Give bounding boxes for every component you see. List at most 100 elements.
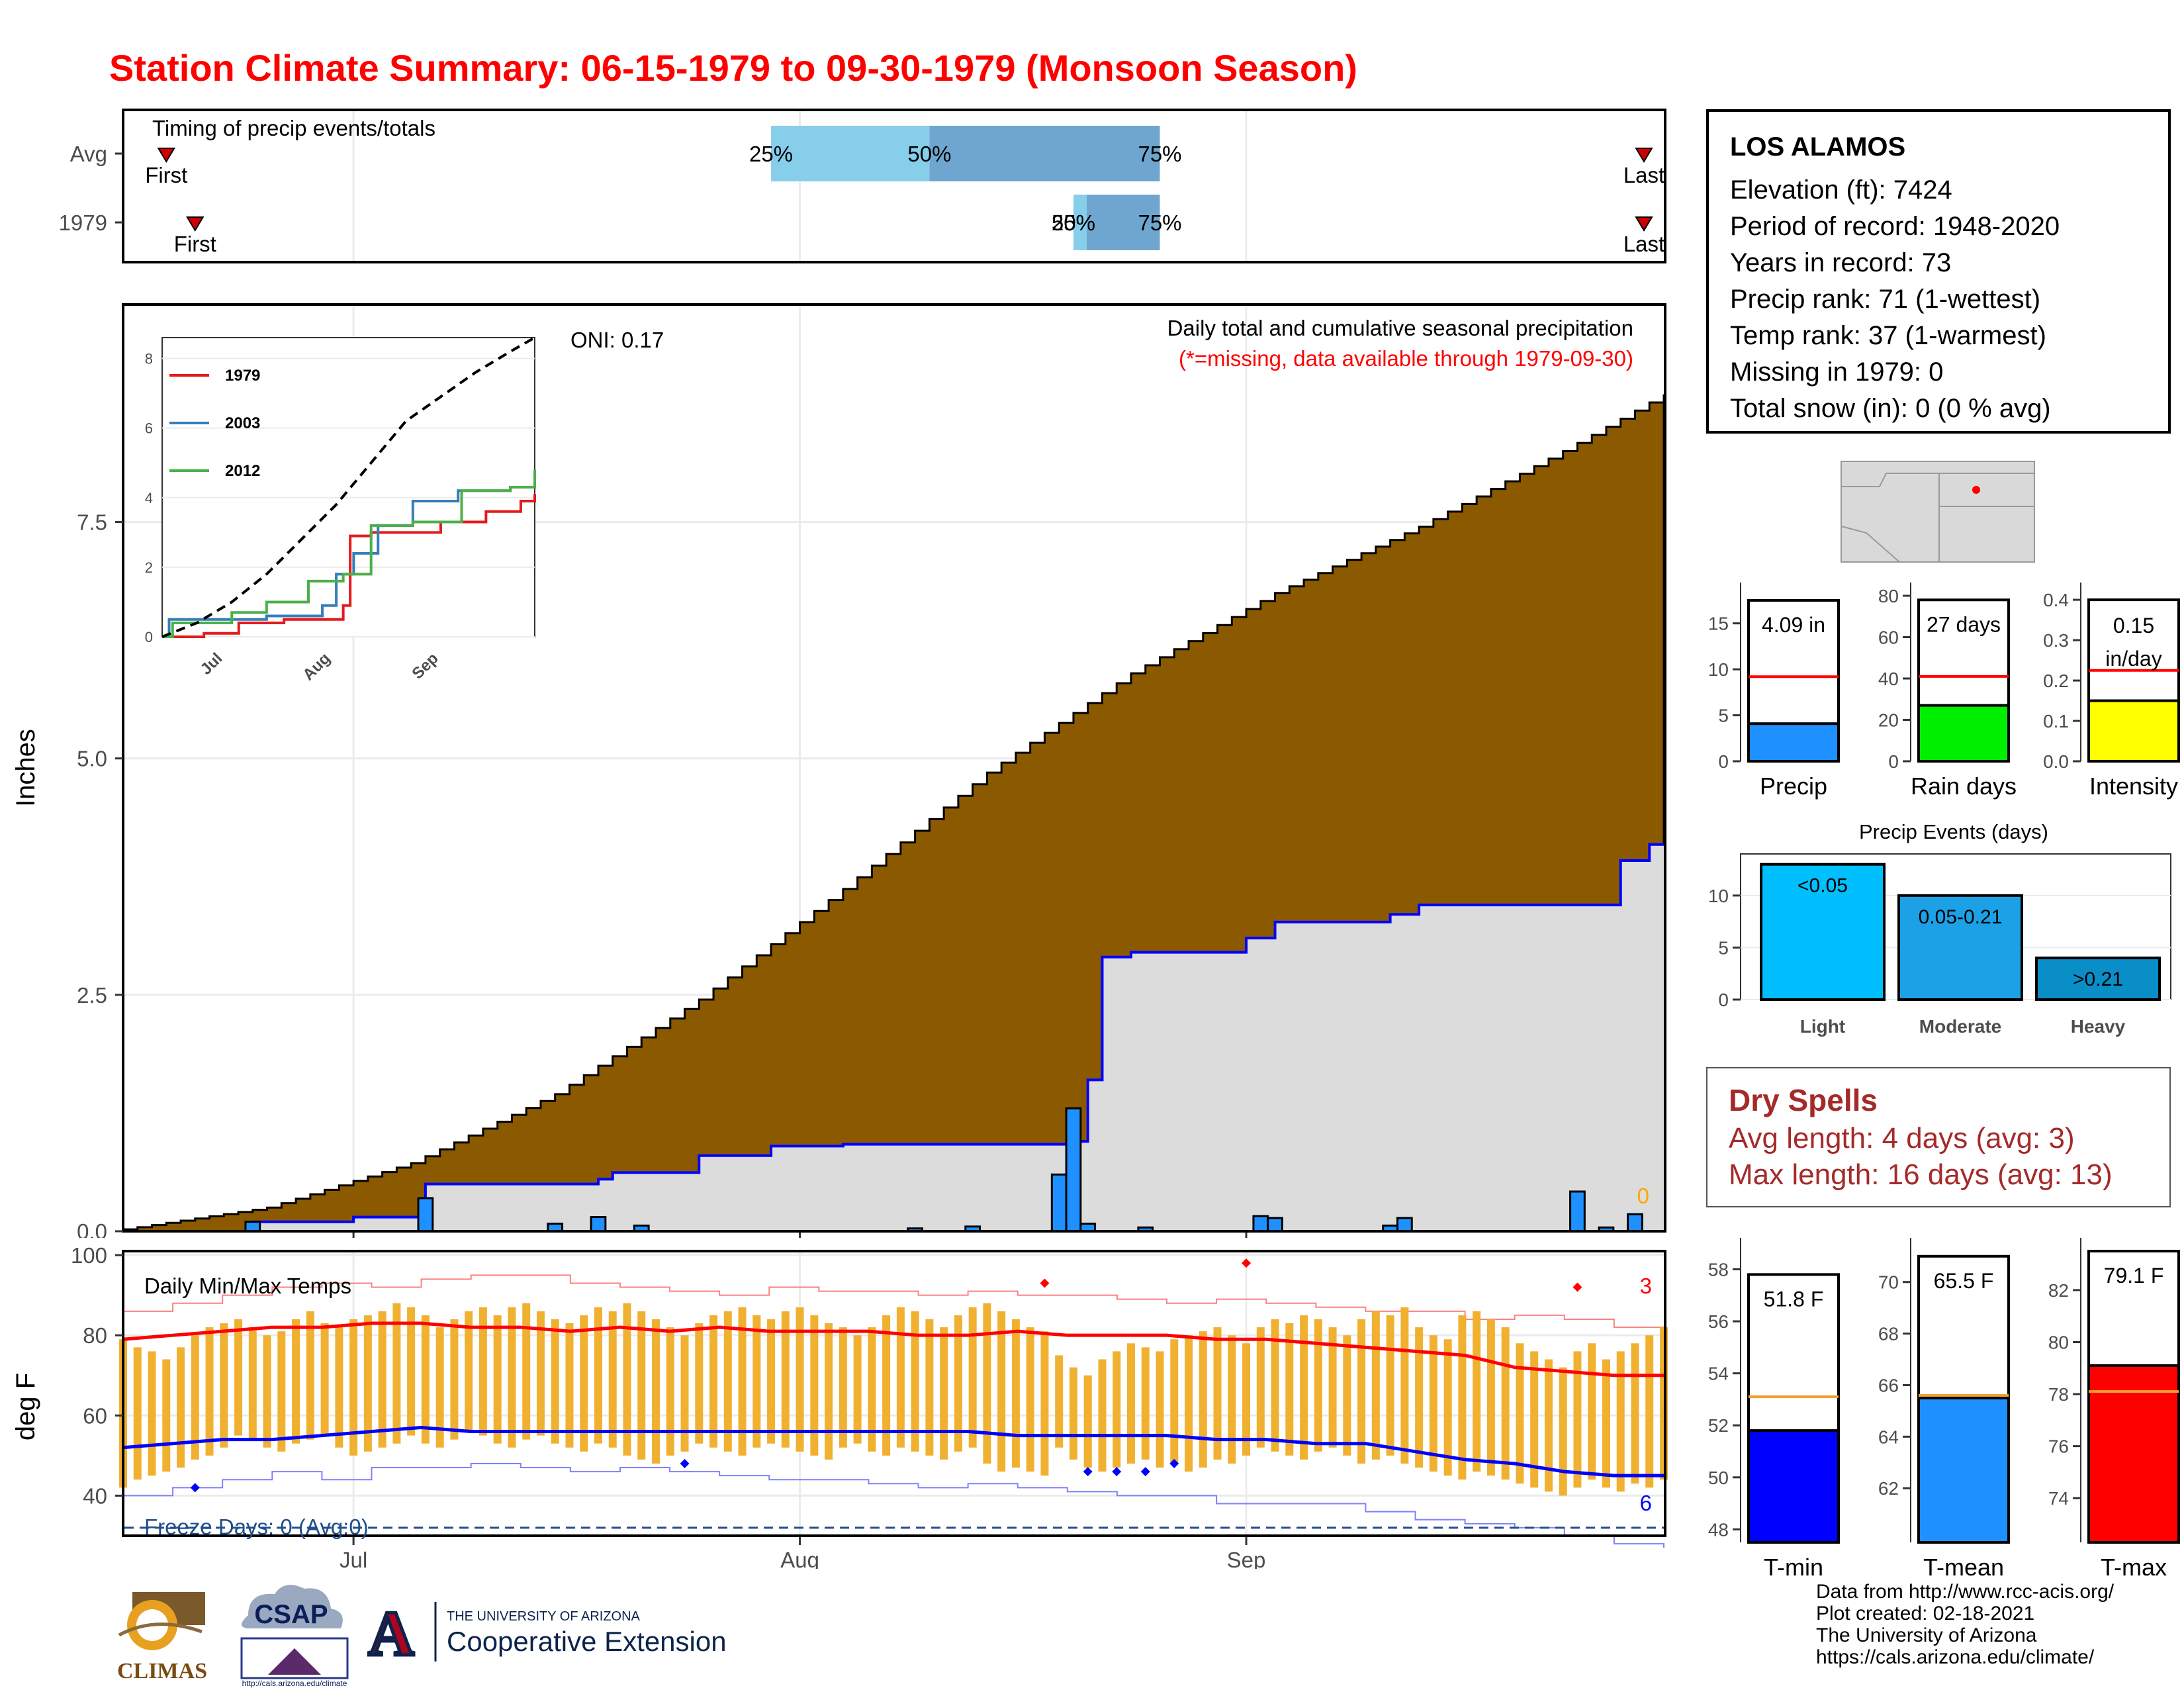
timing-label-50: 50% [907, 142, 951, 166]
daily-temp-bar [1026, 1327, 1034, 1472]
daily-precip-bar [1252, 1215, 1269, 1233]
main-ylabel: Inches [11, 729, 40, 807]
record-high-marker [1040, 1278, 1050, 1288]
daily-temp-bar [1213, 1327, 1222, 1460]
daily-temp-bar [1415, 1327, 1424, 1468]
daily-temp-bar [738, 1307, 747, 1456]
daily-temp-bar [896, 1307, 905, 1448]
summary-0-ytick-label: 5 [1718, 706, 1729, 726]
daily-temp-bar [522, 1303, 531, 1440]
daily-temp-bar [1314, 1319, 1322, 1452]
main-chart-subtitle: (*=missing, data available through 1979-… [1179, 346, 1633, 371]
station-precip-rank: Precip rank: 71 (1-wettest) [1730, 285, 2041, 314]
daily-temp-bar [1098, 1359, 1107, 1472]
daily-temp-bar [1141, 1347, 1150, 1460]
daily-temp-bar [1228, 1335, 1236, 1464]
daily-precip-bar [1267, 1217, 1283, 1233]
timing-first-marker [186, 216, 205, 232]
daily-temp-bar [723, 1311, 732, 1452]
daily-precip-bar [1396, 1217, 1413, 1233]
temp-chart-title: Daily Min/Max Temps [144, 1274, 351, 1298]
tsum-1-ytick-label: 66 [1878, 1375, 1899, 1395]
daily-temp-bar [1516, 1343, 1524, 1484]
daily-temp-bar [1300, 1315, 1308, 1460]
ua-block-a: A [368, 1598, 414, 1668]
daily-temp-bar [320, 1323, 329, 1436]
timing-label-75: 75% [1138, 211, 1181, 235]
timing-last-marker [1635, 148, 1653, 163]
daily-temp-bar [1530, 1351, 1539, 1488]
record-high-line [123, 1274, 1664, 1329]
daily-temp-bar [1127, 1343, 1135, 1464]
temp-summary-charts: 48 50 52 54 56 58 51.8 F T-min 62 64 66 68 70 65.5 F T… [1708, 1238, 2180, 1581]
main-chart-title: Daily total and cumulative seasonal prec… [1167, 316, 1633, 340]
timing-label-25: 25% [1052, 211, 1095, 235]
daily-temp-bar [378, 1311, 387, 1448]
daily-temp-bar [508, 1307, 516, 1448]
daily-temp-bar [1199, 1331, 1207, 1468]
daily-temp-bar [1631, 1343, 1639, 1484]
inset-frame [161, 337, 535, 637]
year-cumulative-line [123, 843, 1664, 1233]
daily-temp-bar [478, 1307, 487, 1436]
record-high-marker [1242, 1258, 1251, 1268]
tsum-2-ytick-label: 76 [2048, 1436, 2069, 1457]
tsum-2-ytick-label: 74 [2048, 1488, 2069, 1509]
events-bar-label: <0.05 [1797, 875, 1848, 897]
daily-temp-bar [1170, 1339, 1179, 1464]
summary-2-ytick-label: 0.4 [2043, 590, 2069, 610]
daily-temp-bar [1486, 1319, 1495, 1476]
daily-precip-bar [1627, 1213, 1643, 1233]
inset-ytick-label: 0 [145, 629, 153, 645]
daily-temp-bar [205, 1327, 214, 1456]
daily-temp-bar [695, 1323, 704, 1444]
daily-temp-bar [1588, 1343, 1596, 1480]
avg-max-line [122, 1321, 1664, 1378]
summary-1-name: Rain days [1911, 773, 2017, 800]
daily-temp-bar [263, 1335, 271, 1448]
timing-title: Timing of precip events/totals [152, 116, 435, 140]
dry-spells-box: Dry Spells Avg length: 4 days (avg: 3) M… [1706, 1067, 2171, 1207]
daily-temp-bar [1156, 1351, 1164, 1468]
credit-created: Plot created: 02-18-2021 [1816, 1603, 2035, 1624]
station-years: Years in record: 73 [1730, 248, 1952, 277]
daily-temp-bar [680, 1335, 689, 1452]
events-bar [2035, 957, 2161, 1001]
daily-temp-bar [1429, 1335, 1437, 1472]
summary-2-ytick-label: 0.0 [2043, 751, 2069, 772]
tsum-2-ytick-label: 78 [2048, 1384, 2069, 1405]
temp-frame [122, 1250, 1666, 1537]
tsum-1-value-bar [1917, 1396, 2010, 1544]
daily-temp-bar [968, 1307, 977, 1448]
daily-temp-bar [1256, 1327, 1265, 1448]
timing-bar-early [1073, 195, 1087, 250]
station-info-box: LOS ALAMOS Elevation (ft): 7424 Period o… [1706, 109, 2171, 434]
daily-temp-bar [248, 1327, 257, 1440]
timing-label-50: 50% [1052, 211, 1095, 235]
daily-temp-bar [1185, 1335, 1193, 1472]
daily-temp-bar [1271, 1319, 1279, 1452]
tsum-0-ytick-label: 56 [1708, 1311, 1729, 1332]
tsum-0-value-bar [1747, 1429, 1840, 1544]
daily-temp-bar [825, 1323, 833, 1460]
daily-temp-bar [911, 1311, 919, 1452]
summary-2-ytick-label: 0.1 [2043, 711, 2069, 731]
summary-2-ytick-label: 0.2 [2043, 671, 2069, 691]
daily-temp-bar [1573, 1351, 1582, 1488]
timing-last-marker [1635, 216, 1653, 232]
daily-temp-bar [997, 1311, 1006, 1472]
climas-logo-text: CLIMAS [117, 1659, 207, 1683]
summary-1-value-bar [1917, 704, 2010, 763]
inset-ytick-label: 2 [145, 559, 153, 576]
main-frame [122, 303, 1666, 1233]
daily-temp-bar [565, 1323, 574, 1448]
daily-precip-bar [1569, 1190, 1586, 1233]
freeze-count: 6 [1640, 1491, 1652, 1515]
daily-temp-bar [925, 1319, 934, 1456]
csap-logo: CSAP http://cals.arizona.edu/climate [240, 1585, 349, 1688]
summary-2-value-unit: in/day [2105, 647, 2161, 671]
tsum-2-value-label: 79.1 F [2104, 1264, 2164, 1288]
timing-first-marker [157, 148, 176, 163]
daily-temp-bar [1544, 1359, 1553, 1492]
station-missing: Missing in 1979: 0 [1730, 357, 1944, 387]
